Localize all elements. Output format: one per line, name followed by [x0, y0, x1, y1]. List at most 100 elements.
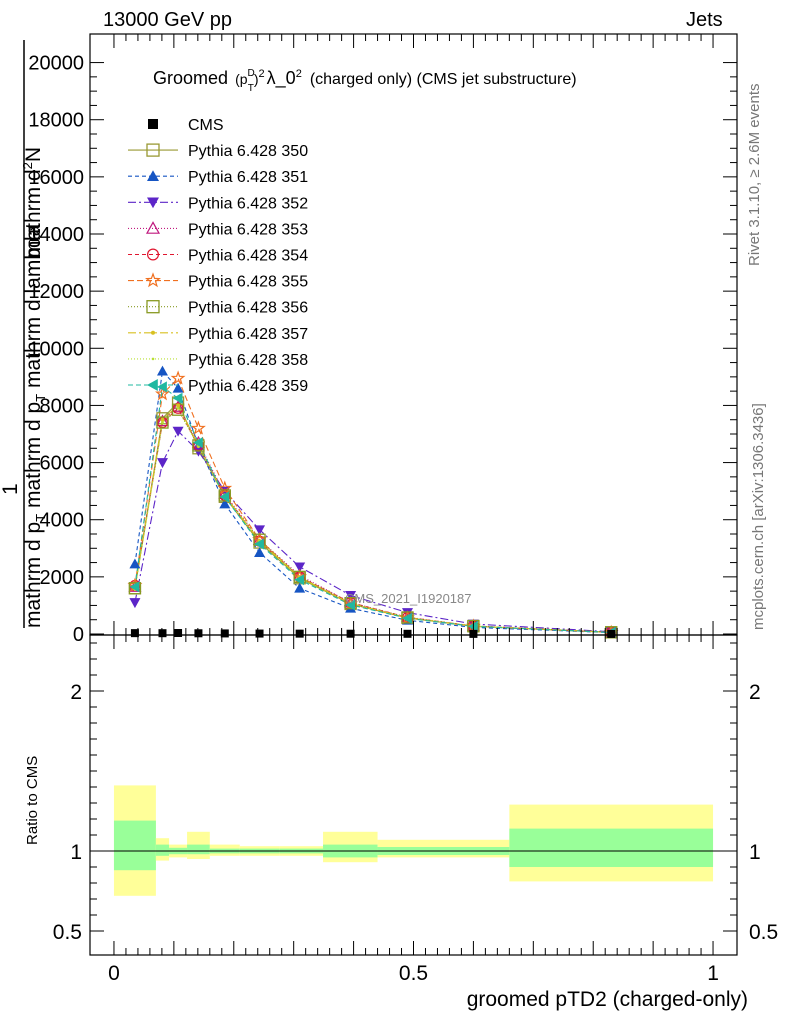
- ytick-label-7: 14000: [28, 224, 84, 246]
- point-s0-0: [130, 629, 139, 638]
- ytick-label-5: 10000: [28, 338, 84, 360]
- point-s7-4: [218, 489, 231, 502]
- point-s9-3: [197, 445, 200, 449]
- point-s10-4: [219, 491, 230, 503]
- point-s0-7: [346, 629, 355, 638]
- ytick-label-0: 0: [73, 624, 84, 646]
- point-s0-1: [158, 629, 167, 638]
- xtick-label-1: 0.5: [399, 962, 428, 985]
- legend-label-3: Pythia 6.428 352: [188, 195, 308, 212]
- point-s10-8: [402, 612, 412, 624]
- main-y-ticks: 0 2000 4000 6000 8000 10000 12000 14000 16000 180…: [28, 34, 737, 646]
- point-s4-2: [171, 400, 185, 412]
- point-s10-0: [129, 581, 140, 593]
- point-s10-5: [254, 538, 264, 550]
- ratio-ytick-label-2: 2: [70, 681, 82, 704]
- ratio-band-green-3: [187, 844, 210, 855]
- point-s10-6: [294, 574, 305, 586]
- ytick-label-9: 18000: [28, 110, 84, 132]
- point-s7-0: [128, 582, 142, 595]
- point-s0-8: [403, 629, 412, 638]
- point-s3-5: [254, 525, 266, 536]
- point-s9-2: [176, 406, 180, 410]
- point-s0-5: [255, 629, 264, 638]
- point-s0-3: [194, 629, 203, 638]
- legend-label-2: Pythia 6.428 351: [188, 169, 308, 186]
- point-s7-1: [156, 416, 169, 429]
- point-s9-1: [161, 421, 164, 424]
- legend-marker-2: [147, 170, 159, 181]
- ratio-ytick-label-1: 1: [70, 841, 82, 864]
- ratio-ticks: 0.5 0.5 1 1 2 2 0 0.5 1: [53, 635, 778, 985]
- point-s3-1: [156, 458, 168, 469]
- point-s2-0: [129, 558, 141, 569]
- ytick-label-3: 6000: [40, 453, 85, 475]
- legend-marker-6: [145, 272, 161, 288]
- xtick-label-0: 0: [108, 962, 120, 985]
- point-s10-3: [192, 437, 203, 449]
- point-s10-9: [467, 620, 478, 632]
- header-right: Jets: [686, 9, 723, 31]
- point-s0-2: [174, 629, 183, 637]
- point-s4-1: [155, 414, 170, 427]
- legend-marker-9: [151, 357, 155, 361]
- point-s10-2: [172, 392, 183, 404]
- x-axis-label: groomed pTD2 (charged-only): [467, 988, 748, 1011]
- legend-label-7: Pythia 6.428 356: [188, 300, 308, 317]
- ytick-label-10: 20000: [28, 53, 84, 75]
- point-s7-8: [401, 611, 414, 624]
- ratio-ytick-label-0: 0.5: [53, 921, 82, 944]
- ytick-label-8: 16000: [28, 167, 84, 189]
- svg-text:mathrm d2N: mathrm d2N: [20, 147, 45, 258]
- ytick-label-1: 2000: [40, 567, 85, 589]
- ytick-label-2: 4000: [40, 510, 85, 532]
- point-s10-7: [345, 599, 355, 611]
- point-s2-6: [294, 582, 306, 593]
- y-axis-label-ratio: Ratio to CMS: [24, 756, 41, 845]
- legend-label-1: Pythia 6.428 350: [188, 143, 308, 160]
- ytick-label-4: 8000: [40, 395, 85, 417]
- legend-marker-7: [146, 300, 160, 314]
- legend-label-9: Pythia 6.428 358: [188, 352, 308, 369]
- mcplots-label: mcplots.cern.ch [arXiv:1306.3436]: [750, 403, 767, 630]
- point-s2-2: [172, 382, 184, 393]
- legend-marker-4: [145, 221, 161, 234]
- legend-label-5: Pythia 6.428 354: [188, 248, 308, 265]
- watermark: CMS_2021_I1920187: [345, 591, 472, 606]
- point-s2-4: [219, 498, 231, 509]
- point-s8-2: [176, 403, 181, 408]
- legend-label-0: CMS: [188, 117, 224, 134]
- legend-label-4: Pythia 6.428 353: [188, 221, 308, 238]
- legend-label-10: Pythia 6.428 359: [188, 378, 308, 395]
- cms-data-points: [130, 629, 616, 638]
- chart-title: Groomed (pD T)2 λ_02 (charged only) (CMS je…: [153, 68, 577, 94]
- ratio-ytick-label-r-1: 1: [749, 841, 761, 864]
- point-s8-1: [160, 417, 165, 422]
- point-s6-3: [191, 420, 206, 435]
- point-s2-1: [156, 365, 168, 376]
- ratio-bands: [113, 785, 714, 896]
- legend-marker-8: [151, 330, 155, 335]
- legend-marker-0: [148, 119, 158, 129]
- point-s0-10: [607, 629, 616, 638]
- legend-marker-3: [147, 197, 159, 209]
- svg-text:1: 1: [0, 483, 22, 495]
- legend-label-6: Pythia 6.428 355: [188, 274, 308, 291]
- point-s3-2: [172, 426, 184, 437]
- point-s7-7: [344, 596, 357, 610]
- legend: CMS Pythia 6.428 350 Pythia 6.428 351 Pythi…: [128, 117, 308, 395]
- point-s6-2: [170, 370, 186, 385]
- y-axis-label-main: mathrm d2N mathrm d pT mathrm d pT mathr…: [0, 147, 48, 628]
- ratio-ytick-label-r-2: 2: [749, 681, 761, 704]
- legend-marker-1: [146, 143, 160, 157]
- legend-label-8: Pythia 6.428 357: [188, 326, 308, 343]
- ytick-label-6: 12000: [28, 281, 84, 303]
- ratio-band-green-1: [155, 844, 170, 856]
- svg-text:mathrm d pT mathrm d pT mathrm: mathrm d pT mathrm d pT mathrm d lambda: [22, 224, 48, 628]
- point-s3-6: [294, 562, 306, 573]
- ratio-frame: [89, 634, 738, 956]
- ratio-band-green-9: [509, 828, 714, 867]
- point-s2-5: [254, 547, 266, 557]
- xtick-label-2: 1: [707, 962, 719, 985]
